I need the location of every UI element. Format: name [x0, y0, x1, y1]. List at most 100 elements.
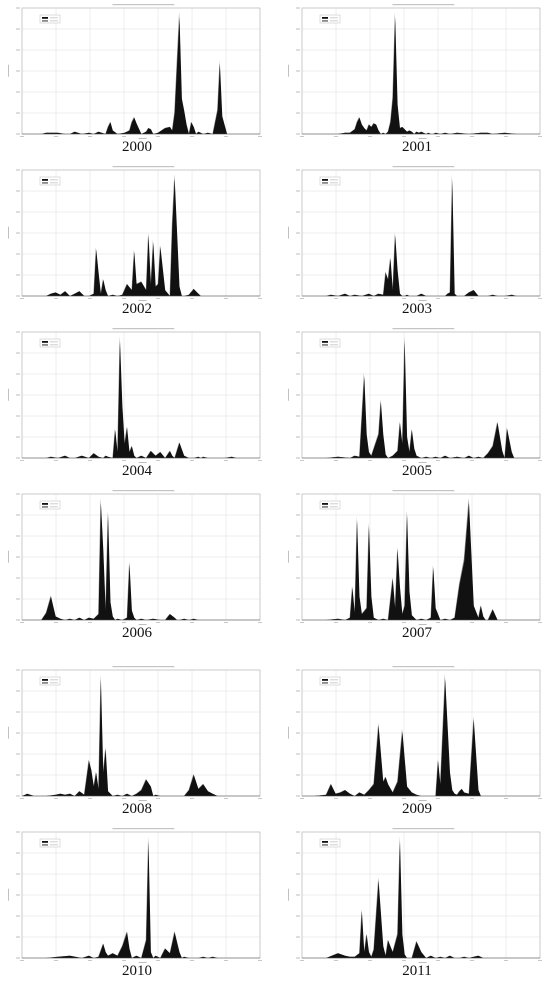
y-axis-label-mark — [288, 550, 289, 563]
y-tick-mark — [16, 556, 20, 558]
y-tick-mark — [296, 169, 300, 171]
y-tick-mark — [296, 873, 300, 875]
y-tick-mark — [296, 619, 300, 621]
y-tick-mark — [16, 7, 20, 9]
y-tick-mark — [16, 352, 20, 354]
chart-title-mark — [112, 490, 175, 492]
y-tick-mark — [16, 331, 20, 333]
y-tick-mark — [16, 619, 20, 621]
y-tick-mark — [296, 732, 300, 734]
x-tick-mark — [258, 798, 262, 799]
x-tick-mark — [258, 960, 262, 961]
y-tick-mark — [296, 70, 300, 72]
legend-swatch-light — [42, 844, 48, 846]
chart-title-mark — [392, 166, 455, 168]
y-axis-ticks — [16, 831, 20, 959]
legend-swatch-light — [42, 182, 48, 184]
y-tick-mark — [16, 415, 20, 417]
x-tick-mark — [122, 960, 126, 961]
legend-swatch-dark — [42, 679, 48, 681]
year-label: 2007 — [402, 625, 432, 641]
legend-swatch-dark — [322, 841, 328, 843]
y-tick-mark — [296, 190, 300, 192]
x-axis-label-mark — [418, 300, 427, 301]
year-label: 2005 — [402, 463, 432, 479]
y-tick-mark — [16, 957, 20, 959]
panel-2005: 2005 — [286, 324, 548, 486]
x-tick-mark — [470, 622, 474, 623]
x-axis-ticks — [300, 460, 542, 461]
y-axis-label-mark — [288, 388, 289, 401]
x-axis-ticks — [20, 798, 262, 799]
chart-2000 — [8, 4, 262, 139]
x-tick-mark — [402, 798, 406, 799]
panel-2002: 2002 — [6, 162, 268, 324]
y-tick-mark — [16, 190, 20, 192]
x-tick-mark — [300, 622, 304, 623]
y-tick-mark — [16, 669, 20, 671]
y-axis-ticks — [16, 7, 20, 135]
chart-2004 — [8, 328, 262, 463]
y-tick-mark — [16, 133, 20, 135]
legend-swatch-light — [42, 20, 48, 22]
chart-2006 — [8, 490, 262, 625]
y-tick-mark — [16, 936, 20, 938]
legend-swatch-light — [322, 844, 328, 846]
legend-text-mark — [50, 844, 58, 846]
grid — [22, 332, 260, 458]
y-tick-mark — [296, 49, 300, 51]
legend-box — [319, 14, 341, 24]
legend-swatch-dark — [42, 503, 48, 505]
x-tick-mark — [538, 136, 542, 137]
year-label: 2008 — [122, 801, 152, 817]
legend-text-mark — [330, 344, 338, 346]
chart-2009 — [288, 666, 542, 801]
y-tick-mark — [16, 753, 20, 755]
x-axis-ticks — [20, 460, 262, 461]
y-tick-mark — [296, 795, 300, 797]
x-axis-label-mark — [138, 962, 147, 963]
legend — [319, 676, 341, 686]
x-tick-mark — [224, 298, 228, 299]
x-tick-mark — [88, 460, 92, 461]
year-label: 2000 — [122, 139, 152, 155]
legend-box — [39, 14, 61, 24]
x-tick-mark — [224, 622, 228, 623]
x-axis-label-mark — [138, 800, 147, 801]
x-tick-mark — [20, 298, 24, 299]
x-tick-mark — [470, 798, 474, 799]
legend-text-mark — [50, 344, 58, 346]
x-tick-mark — [258, 136, 262, 137]
y-tick-mark — [16, 436, 20, 438]
y-tick-mark — [16, 295, 20, 297]
legend-text-mark — [50, 17, 58, 19]
x-tick-mark — [334, 136, 338, 137]
y-tick-mark — [296, 669, 300, 671]
y-tick-mark — [296, 232, 300, 234]
year-label: 2003 — [402, 301, 432, 317]
y-axis-ticks — [296, 7, 300, 135]
legend-swatch-dark — [322, 17, 328, 19]
year-label: 2009 — [402, 801, 432, 817]
x-axis-ticks — [300, 136, 542, 137]
x-tick-mark — [88, 298, 92, 299]
y-tick-mark — [16, 169, 20, 171]
legend-text-mark — [330, 179, 338, 181]
x-tick-mark — [190, 960, 194, 961]
legend — [319, 14, 341, 24]
x-tick-mark — [20, 460, 24, 461]
chart-title-mark — [112, 328, 175, 330]
chart-title-mark — [392, 4, 455, 6]
x-tick-mark — [368, 460, 372, 461]
grid — [302, 8, 540, 134]
x-tick-mark — [368, 622, 372, 623]
legend-swatch-dark — [42, 179, 48, 181]
y-tick-mark — [16, 28, 20, 30]
y-axis-ticks — [16, 169, 20, 297]
y-tick-mark — [16, 91, 20, 93]
y-tick-mark — [296, 211, 300, 213]
legend-swatch-dark — [322, 503, 328, 505]
legend — [39, 14, 61, 24]
y-tick-mark — [296, 577, 300, 579]
legend-text-mark — [50, 679, 58, 681]
